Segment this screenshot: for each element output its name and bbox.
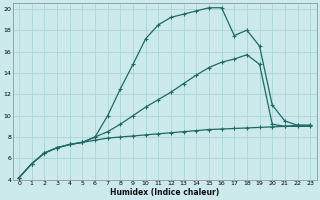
X-axis label: Humidex (Indice chaleur): Humidex (Indice chaleur) xyxy=(110,188,219,197)
